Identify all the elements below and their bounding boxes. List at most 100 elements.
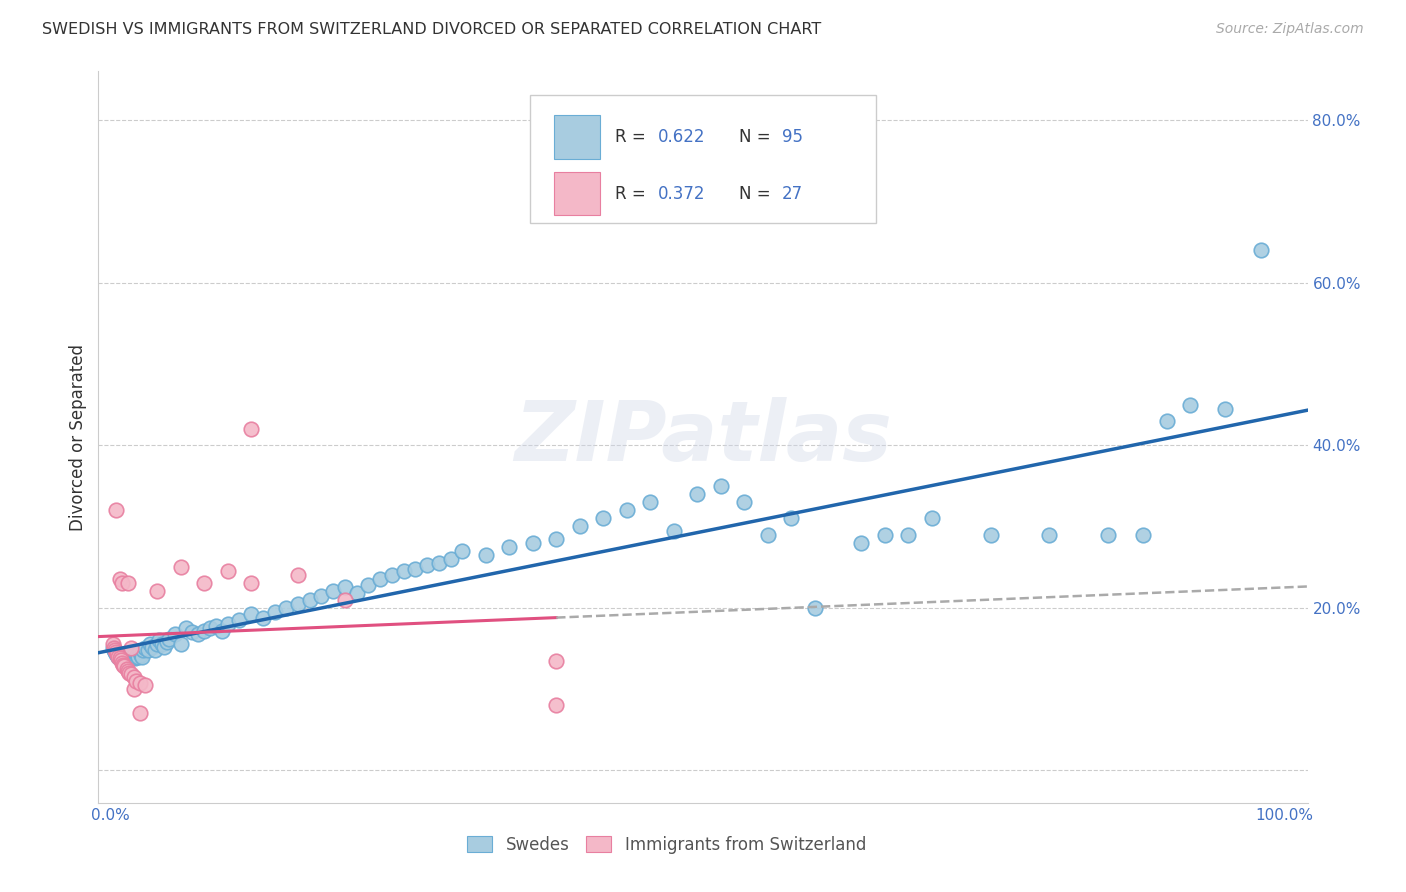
Point: [110, 648, 132, 662]
Point: [108, 572, 131, 586]
Point: [105, 503, 128, 517]
Point: [108, 651, 131, 665]
Point: [115, 662, 138, 676]
Point: [103, 641, 125, 656]
Point: [1038, 527, 1060, 541]
Point: [193, 576, 215, 591]
Point: [333, 581, 356, 595]
Point: [105, 647, 128, 661]
Point: [198, 621, 221, 635]
Point: [111, 576, 134, 591]
Point: [427, 556, 450, 570]
Point: [592, 511, 614, 525]
Point: [733, 495, 755, 509]
Point: [117, 664, 139, 678]
Point: [103, 643, 125, 657]
Legend: Swedes, Immigrants from Switzerland: Swedes, Immigrants from Switzerland: [461, 829, 873, 860]
Point: [125, 673, 148, 688]
Text: 0.372: 0.372: [658, 185, 706, 202]
Point: [252, 610, 274, 624]
Point: [120, 648, 142, 662]
Point: [118, 649, 141, 664]
Point: [780, 511, 803, 525]
Point: [127, 649, 149, 664]
Point: [124, 651, 146, 665]
Point: [276, 600, 298, 615]
Point: [112, 653, 135, 667]
Point: [439, 552, 461, 566]
Point: [217, 617, 239, 632]
Point: [143, 643, 166, 657]
Point: [163, 626, 186, 640]
Point: [546, 698, 568, 713]
Point: [105, 645, 128, 659]
Point: [333, 592, 356, 607]
Point: [131, 649, 153, 664]
Point: [111, 649, 134, 664]
Point: [756, 527, 779, 541]
Point: [118, 665, 141, 680]
Point: [132, 643, 155, 657]
Y-axis label: Divorced or Separated: Divorced or Separated: [69, 343, 87, 531]
Text: SWEDISH VS IMMIGRANTS FROM SWITZERLAND DIVORCED OR SEPARATED CORRELATION CHART: SWEDISH VS IMMIGRANTS FROM SWITZERLAND D…: [42, 22, 821, 37]
Point: [1250, 243, 1272, 257]
Point: [117, 576, 139, 591]
Point: [187, 626, 209, 640]
Point: [104, 643, 127, 657]
Point: [204, 618, 226, 632]
Point: [117, 651, 139, 665]
Point: [108, 651, 131, 665]
Point: [240, 422, 263, 436]
Point: [115, 648, 138, 662]
Point: [146, 584, 169, 599]
Point: [475, 548, 498, 562]
Point: [129, 648, 152, 662]
Point: [107, 649, 129, 664]
Point: [134, 678, 156, 692]
Point: [392, 564, 415, 578]
Point: [638, 495, 661, 509]
Text: 27: 27: [782, 185, 803, 202]
Point: [240, 607, 263, 622]
Point: [1156, 414, 1178, 428]
Point: [169, 560, 191, 574]
Point: [240, 576, 263, 591]
Point: [122, 681, 145, 696]
Point: [128, 645, 150, 659]
Point: [120, 651, 142, 665]
Point: [146, 637, 169, 651]
Point: [120, 641, 142, 656]
Point: [128, 675, 150, 690]
Point: [803, 600, 825, 615]
Text: 0.622: 0.622: [658, 128, 706, 146]
Point: [211, 624, 233, 638]
Point: [568, 519, 591, 533]
Point: [368, 572, 391, 586]
FancyBboxPatch shape: [554, 115, 600, 159]
Point: [127, 648, 149, 662]
Point: [357, 578, 380, 592]
Point: [263, 605, 285, 619]
Point: [873, 527, 896, 541]
Text: 95: 95: [782, 128, 803, 146]
Point: [153, 640, 176, 654]
Text: R =: R =: [614, 185, 651, 202]
Text: N =: N =: [740, 185, 776, 202]
Point: [105, 647, 128, 661]
Point: [851, 535, 873, 549]
Point: [346, 586, 368, 600]
Point: [616, 503, 638, 517]
Point: [217, 564, 239, 578]
Point: [139, 637, 162, 651]
Point: [1180, 398, 1202, 412]
Point: [710, 479, 733, 493]
Point: [181, 625, 204, 640]
Point: [125, 649, 148, 664]
Point: [110, 653, 132, 667]
Point: [134, 641, 156, 656]
Point: [114, 649, 136, 664]
Point: [921, 511, 943, 525]
Point: [546, 654, 568, 668]
Point: [121, 649, 143, 664]
Text: ZIPatlas: ZIPatlas: [515, 397, 891, 477]
